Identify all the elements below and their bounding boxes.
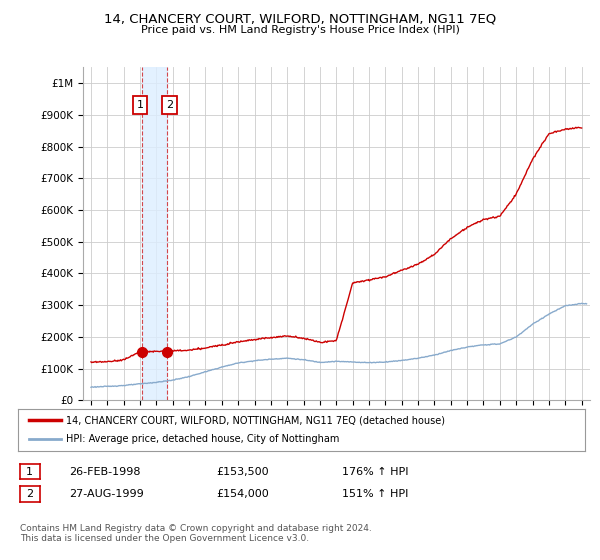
Text: 2: 2 <box>166 100 173 110</box>
Text: 1: 1 <box>137 100 143 110</box>
Text: 14, CHANCERY COURT, WILFORD, NOTTINGHAM, NG11 7EQ (detached house): 14, CHANCERY COURT, WILFORD, NOTTINGHAM,… <box>66 415 445 425</box>
Text: 151% ↑ HPI: 151% ↑ HPI <box>342 489 409 500</box>
Text: 14, CHANCERY COURT, WILFORD, NOTTINGHAM, NG11 7EQ: 14, CHANCERY COURT, WILFORD, NOTTINGHAM,… <box>104 12 496 25</box>
Text: 27-AUG-1999: 27-AUG-1999 <box>69 489 144 500</box>
Text: £154,000: £154,000 <box>216 489 269 500</box>
Text: 26-FEB-1998: 26-FEB-1998 <box>69 467 140 477</box>
Text: Contains HM Land Registry data © Crown copyright and database right 2024.
This d: Contains HM Land Registry data © Crown c… <box>20 524 371 543</box>
Text: £153,500: £153,500 <box>216 467 269 477</box>
Text: 2: 2 <box>26 489 33 499</box>
Text: 1: 1 <box>26 466 33 477</box>
Text: Price paid vs. HM Land Registry's House Price Index (HPI): Price paid vs. HM Land Registry's House … <box>140 25 460 35</box>
Text: HPI: Average price, detached house, City of Nottingham: HPI: Average price, detached house, City… <box>66 435 340 445</box>
Bar <box>142 67 167 400</box>
Text: 176% ↑ HPI: 176% ↑ HPI <box>342 467 409 477</box>
